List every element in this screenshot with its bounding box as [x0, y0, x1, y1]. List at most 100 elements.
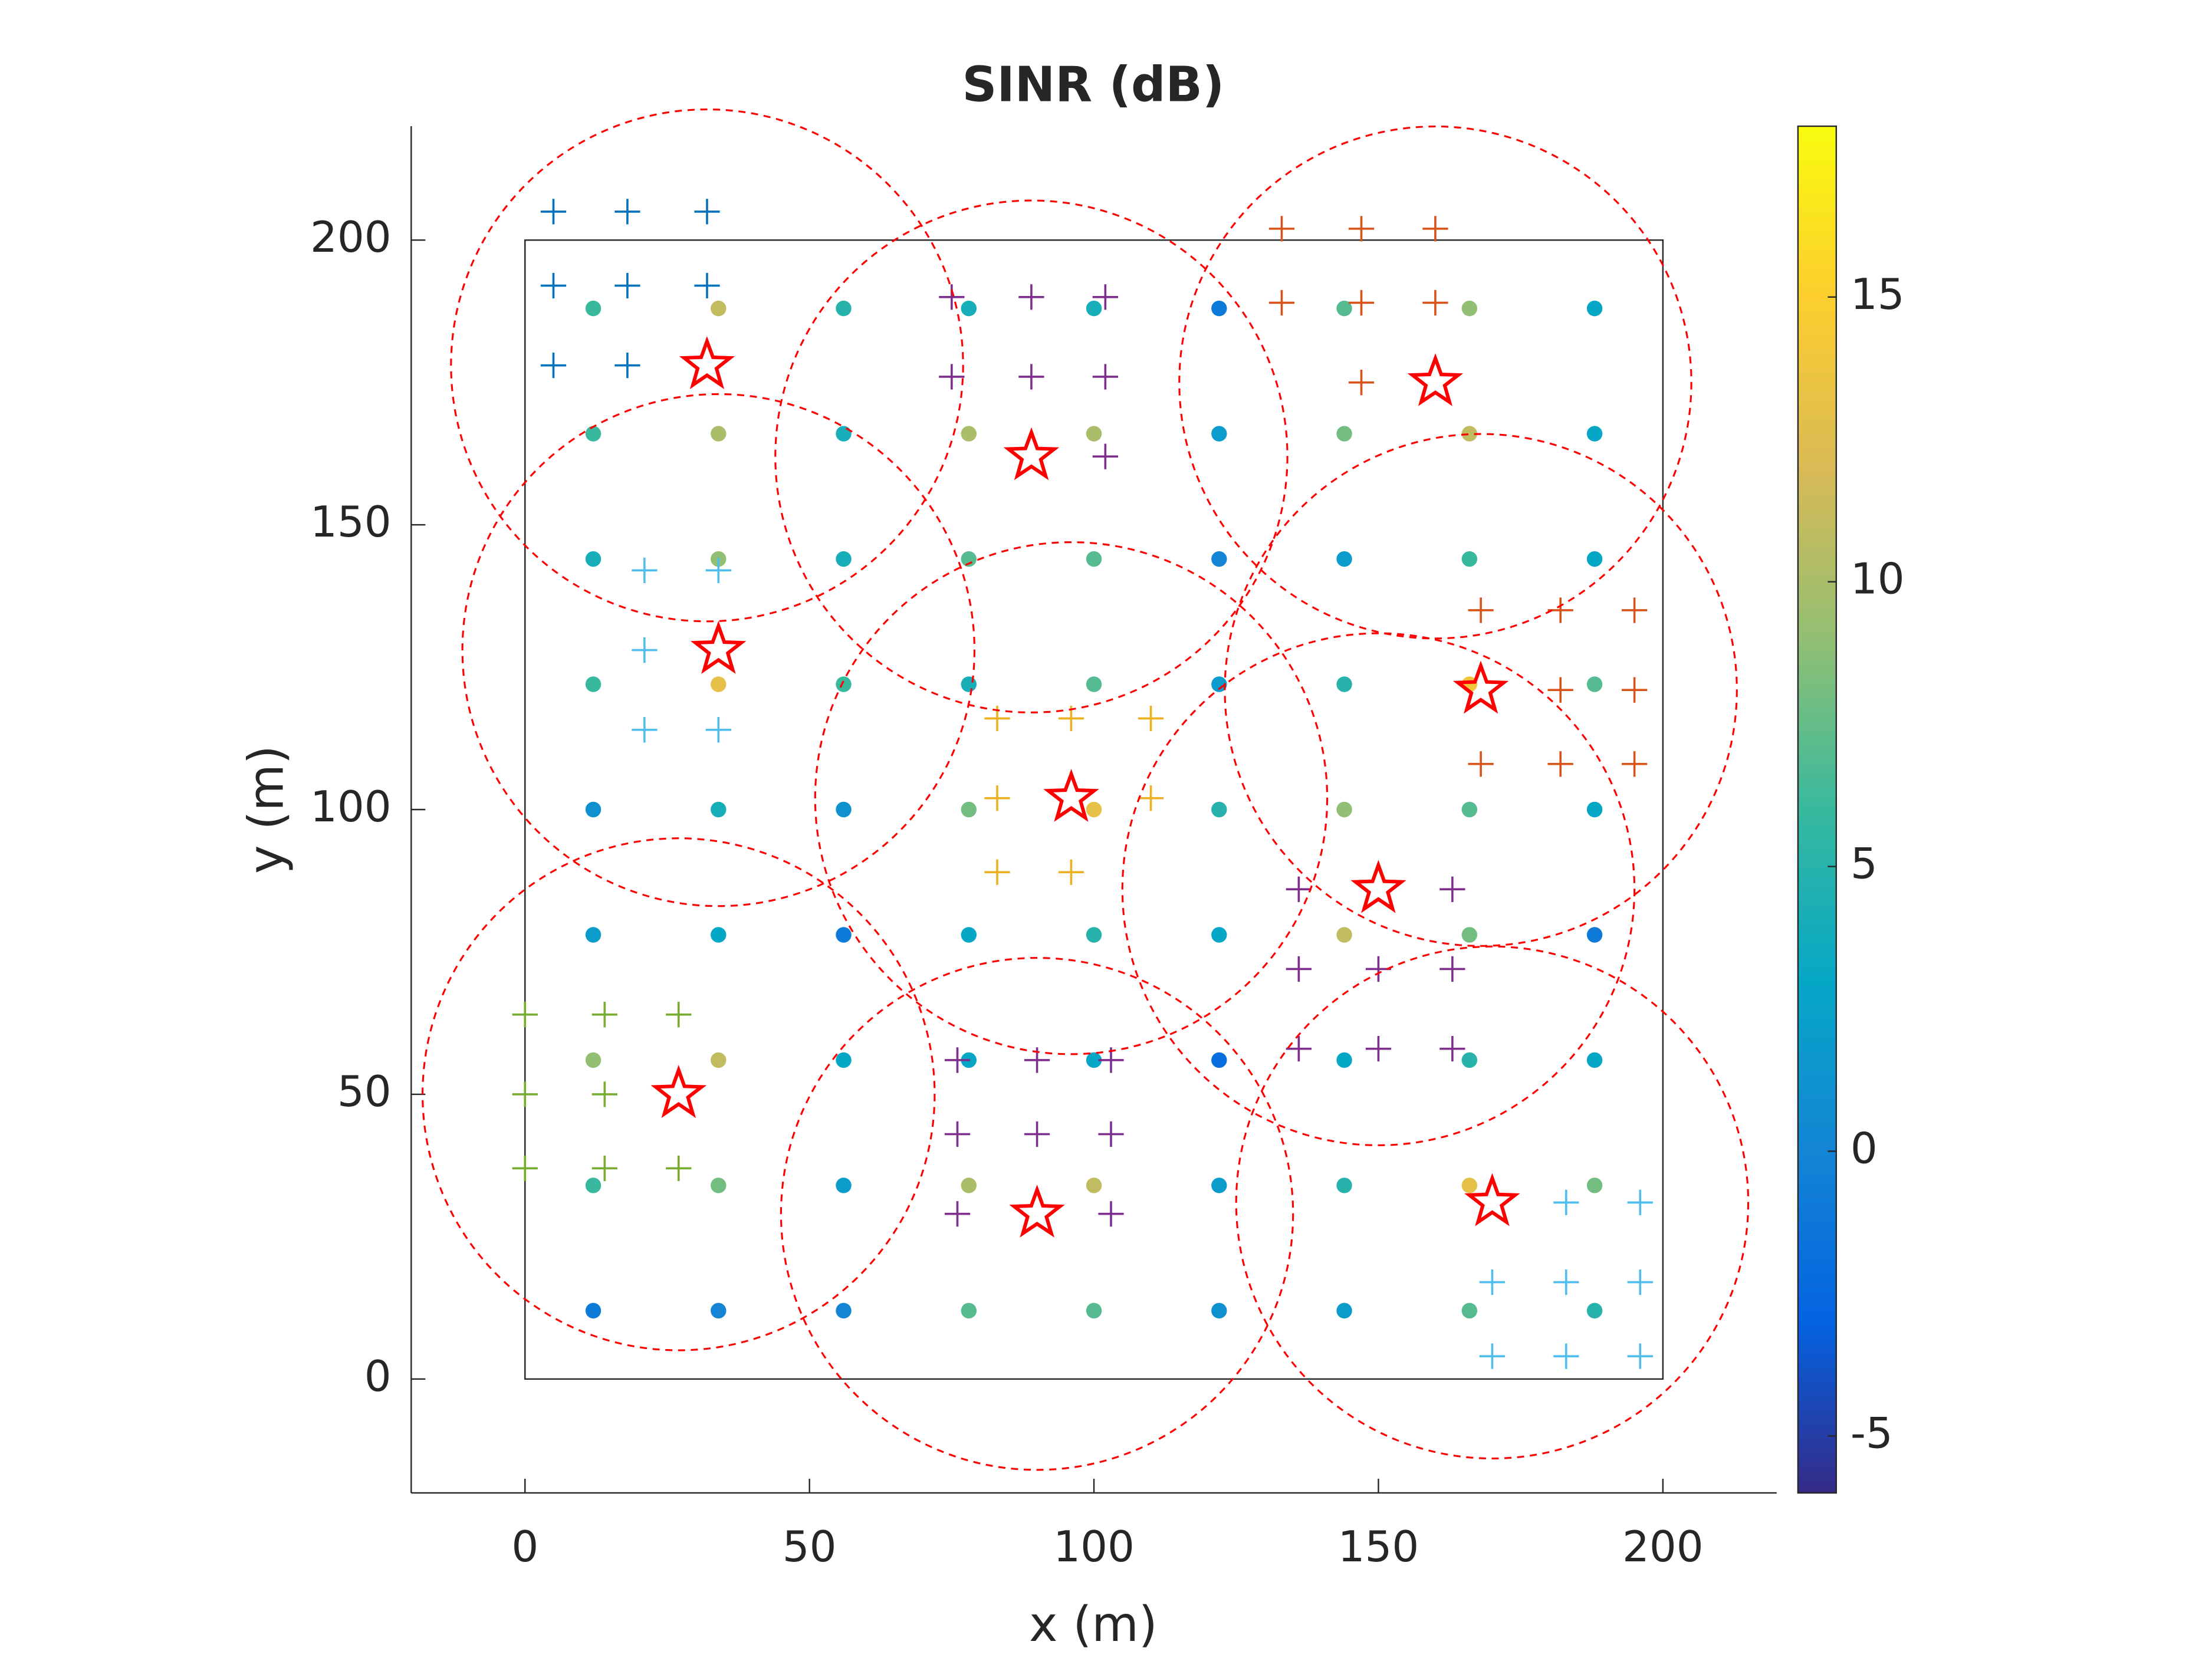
sinr-point — [836, 1052, 852, 1068]
coverage-circle — [422, 837, 936, 1351]
sinr-point — [1086, 927, 1102, 943]
y-tick-label: 150 — [310, 498, 392, 547]
base-station — [1043, 769, 1099, 822]
sinr-point — [1086, 801, 1102, 818]
sinr-point — [1211, 676, 1227, 692]
user-cross — [1553, 1189, 1579, 1216]
user-cross — [591, 1155, 617, 1182]
user-cross — [1547, 751, 1573, 777]
x-tick-label: 50 — [783, 1522, 837, 1572]
user-cross — [984, 859, 1010, 885]
sinr-point — [711, 1052, 727, 1068]
coverage-circle — [450, 108, 964, 623]
user-cross — [1348, 216, 1375, 242]
base-station — [1452, 660, 1509, 714]
x-tick-label: 200 — [1622, 1522, 1704, 1572]
user-cross — [1621, 597, 1648, 623]
sinr-point — [1461, 801, 1478, 818]
sinr-point — [585, 676, 602, 692]
sinr-point — [961, 300, 977, 317]
base-station — [1003, 427, 1060, 481]
colorbar-tick-label: 15 — [1851, 270, 1905, 320]
sinr-point — [585, 426, 602, 442]
user-cross — [1479, 1343, 1506, 1369]
user-cross — [1286, 956, 1312, 982]
sinr-point — [836, 676, 852, 692]
base-station — [1009, 1185, 1065, 1238]
sinr-point — [711, 927, 727, 943]
coverage-circle — [774, 199, 1289, 713]
user-cross — [1098, 1121, 1124, 1147]
sinr-point — [1211, 1302, 1227, 1319]
user-cross — [1422, 290, 1448, 316]
user-cross — [1468, 597, 1494, 623]
sinr-point — [1211, 551, 1227, 567]
sinr-point — [1086, 426, 1102, 442]
y-tick-label: 200 — [310, 213, 392, 262]
base-station — [1407, 353, 1464, 406]
coverage-circle — [1235, 945, 1750, 1460]
sinr-point — [1461, 426, 1478, 442]
sinr-point — [1586, 927, 1603, 943]
sinr-point — [1586, 551, 1603, 567]
sinr-point — [1336, 300, 1352, 317]
base-station — [1464, 1173, 1520, 1226]
colorbar-tick-label: -5 — [1851, 1409, 1893, 1458]
sinr-point — [836, 801, 852, 818]
user-cross — [1627, 1189, 1653, 1216]
sinr-point — [836, 927, 852, 943]
coverage-circle — [1178, 125, 1692, 640]
coverage-circle — [1121, 632, 1636, 1146]
y-tick-label: 50 — [337, 1067, 392, 1117]
sinr-point — [1586, 676, 1603, 692]
x-tick-label: 150 — [1338, 1522, 1419, 1572]
sinr-point — [1461, 300, 1478, 317]
user-cross — [1439, 876, 1465, 902]
user-cross — [705, 557, 731, 584]
sinr-point — [836, 300, 852, 317]
sinr-point — [1211, 426, 1227, 442]
coverage-circle — [1224, 433, 1738, 947]
base-station — [691, 620, 747, 674]
sinr-point — [961, 801, 977, 818]
user-cross — [540, 353, 567, 379]
sinr-point — [1461, 551, 1478, 567]
sinr-point — [585, 1052, 602, 1068]
sinr-point — [585, 927, 602, 943]
user-cross — [614, 353, 640, 379]
base-station — [679, 336, 735, 390]
sinr-point — [585, 300, 602, 317]
sinr-point — [1211, 801, 1227, 818]
user-cross — [1138, 785, 1164, 811]
sinr-point — [1211, 1052, 1227, 1068]
sinr-point — [961, 927, 977, 943]
sinr-point — [585, 551, 602, 567]
user-cross — [1348, 290, 1375, 316]
sinr-point — [1461, 1052, 1478, 1068]
sinr-point — [1211, 1177, 1227, 1193]
sinr-point — [1586, 801, 1603, 818]
sinr-point — [1461, 1177, 1478, 1193]
sinr-point — [836, 426, 852, 442]
sinr-point — [961, 1302, 977, 1319]
user-cross — [1058, 859, 1084, 885]
sinr-point — [1336, 1302, 1352, 1319]
user-cross — [1439, 956, 1465, 982]
user-cross — [614, 199, 640, 225]
sinr-point — [836, 1177, 852, 1193]
sinr-point — [1086, 676, 1102, 692]
user-cross — [1098, 1201, 1124, 1227]
user-cross — [614, 272, 640, 299]
coverage-circle — [814, 541, 1329, 1055]
user-cross — [1268, 216, 1295, 242]
sinr-point — [1211, 927, 1227, 943]
user-cross — [705, 717, 731, 743]
sinr-point — [711, 426, 727, 442]
sinr-point — [711, 801, 727, 818]
sinr-point — [1336, 801, 1352, 818]
sinr-point — [1336, 1177, 1352, 1193]
user-cross — [632, 717, 658, 743]
user-cross — [1365, 1035, 1392, 1062]
user-cross — [1348, 370, 1375, 396]
user-cross — [944, 1121, 971, 1147]
